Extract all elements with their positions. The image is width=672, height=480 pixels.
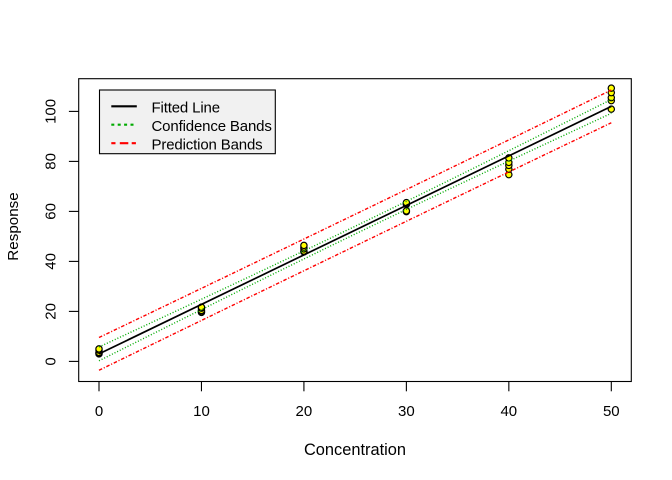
svg-text:50: 50 (603, 403, 620, 420)
svg-text:40: 40 (42, 253, 59, 270)
svg-text:Fitted Line: Fitted Line (152, 99, 220, 116)
svg-text:Concentration: Concentration (304, 441, 406, 459)
svg-text:Response: Response (5, 192, 22, 260)
svg-text:100: 100 (42, 99, 59, 124)
svg-text:10: 10 (193, 403, 210, 420)
svg-text:Prediction Bands: Prediction Bands (152, 136, 263, 153)
svg-text:30: 30 (398, 403, 415, 420)
svg-text:60: 60 (42, 203, 59, 220)
svg-text:40: 40 (500, 403, 517, 420)
svg-text:80: 80 (42, 153, 59, 170)
svg-text:0: 0 (95, 403, 103, 420)
svg-text:20: 20 (296, 403, 313, 420)
svg-text:Confidence Bands: Confidence Bands (152, 118, 272, 135)
svg-text:0: 0 (42, 357, 59, 365)
svg-text:20: 20 (42, 303, 59, 320)
